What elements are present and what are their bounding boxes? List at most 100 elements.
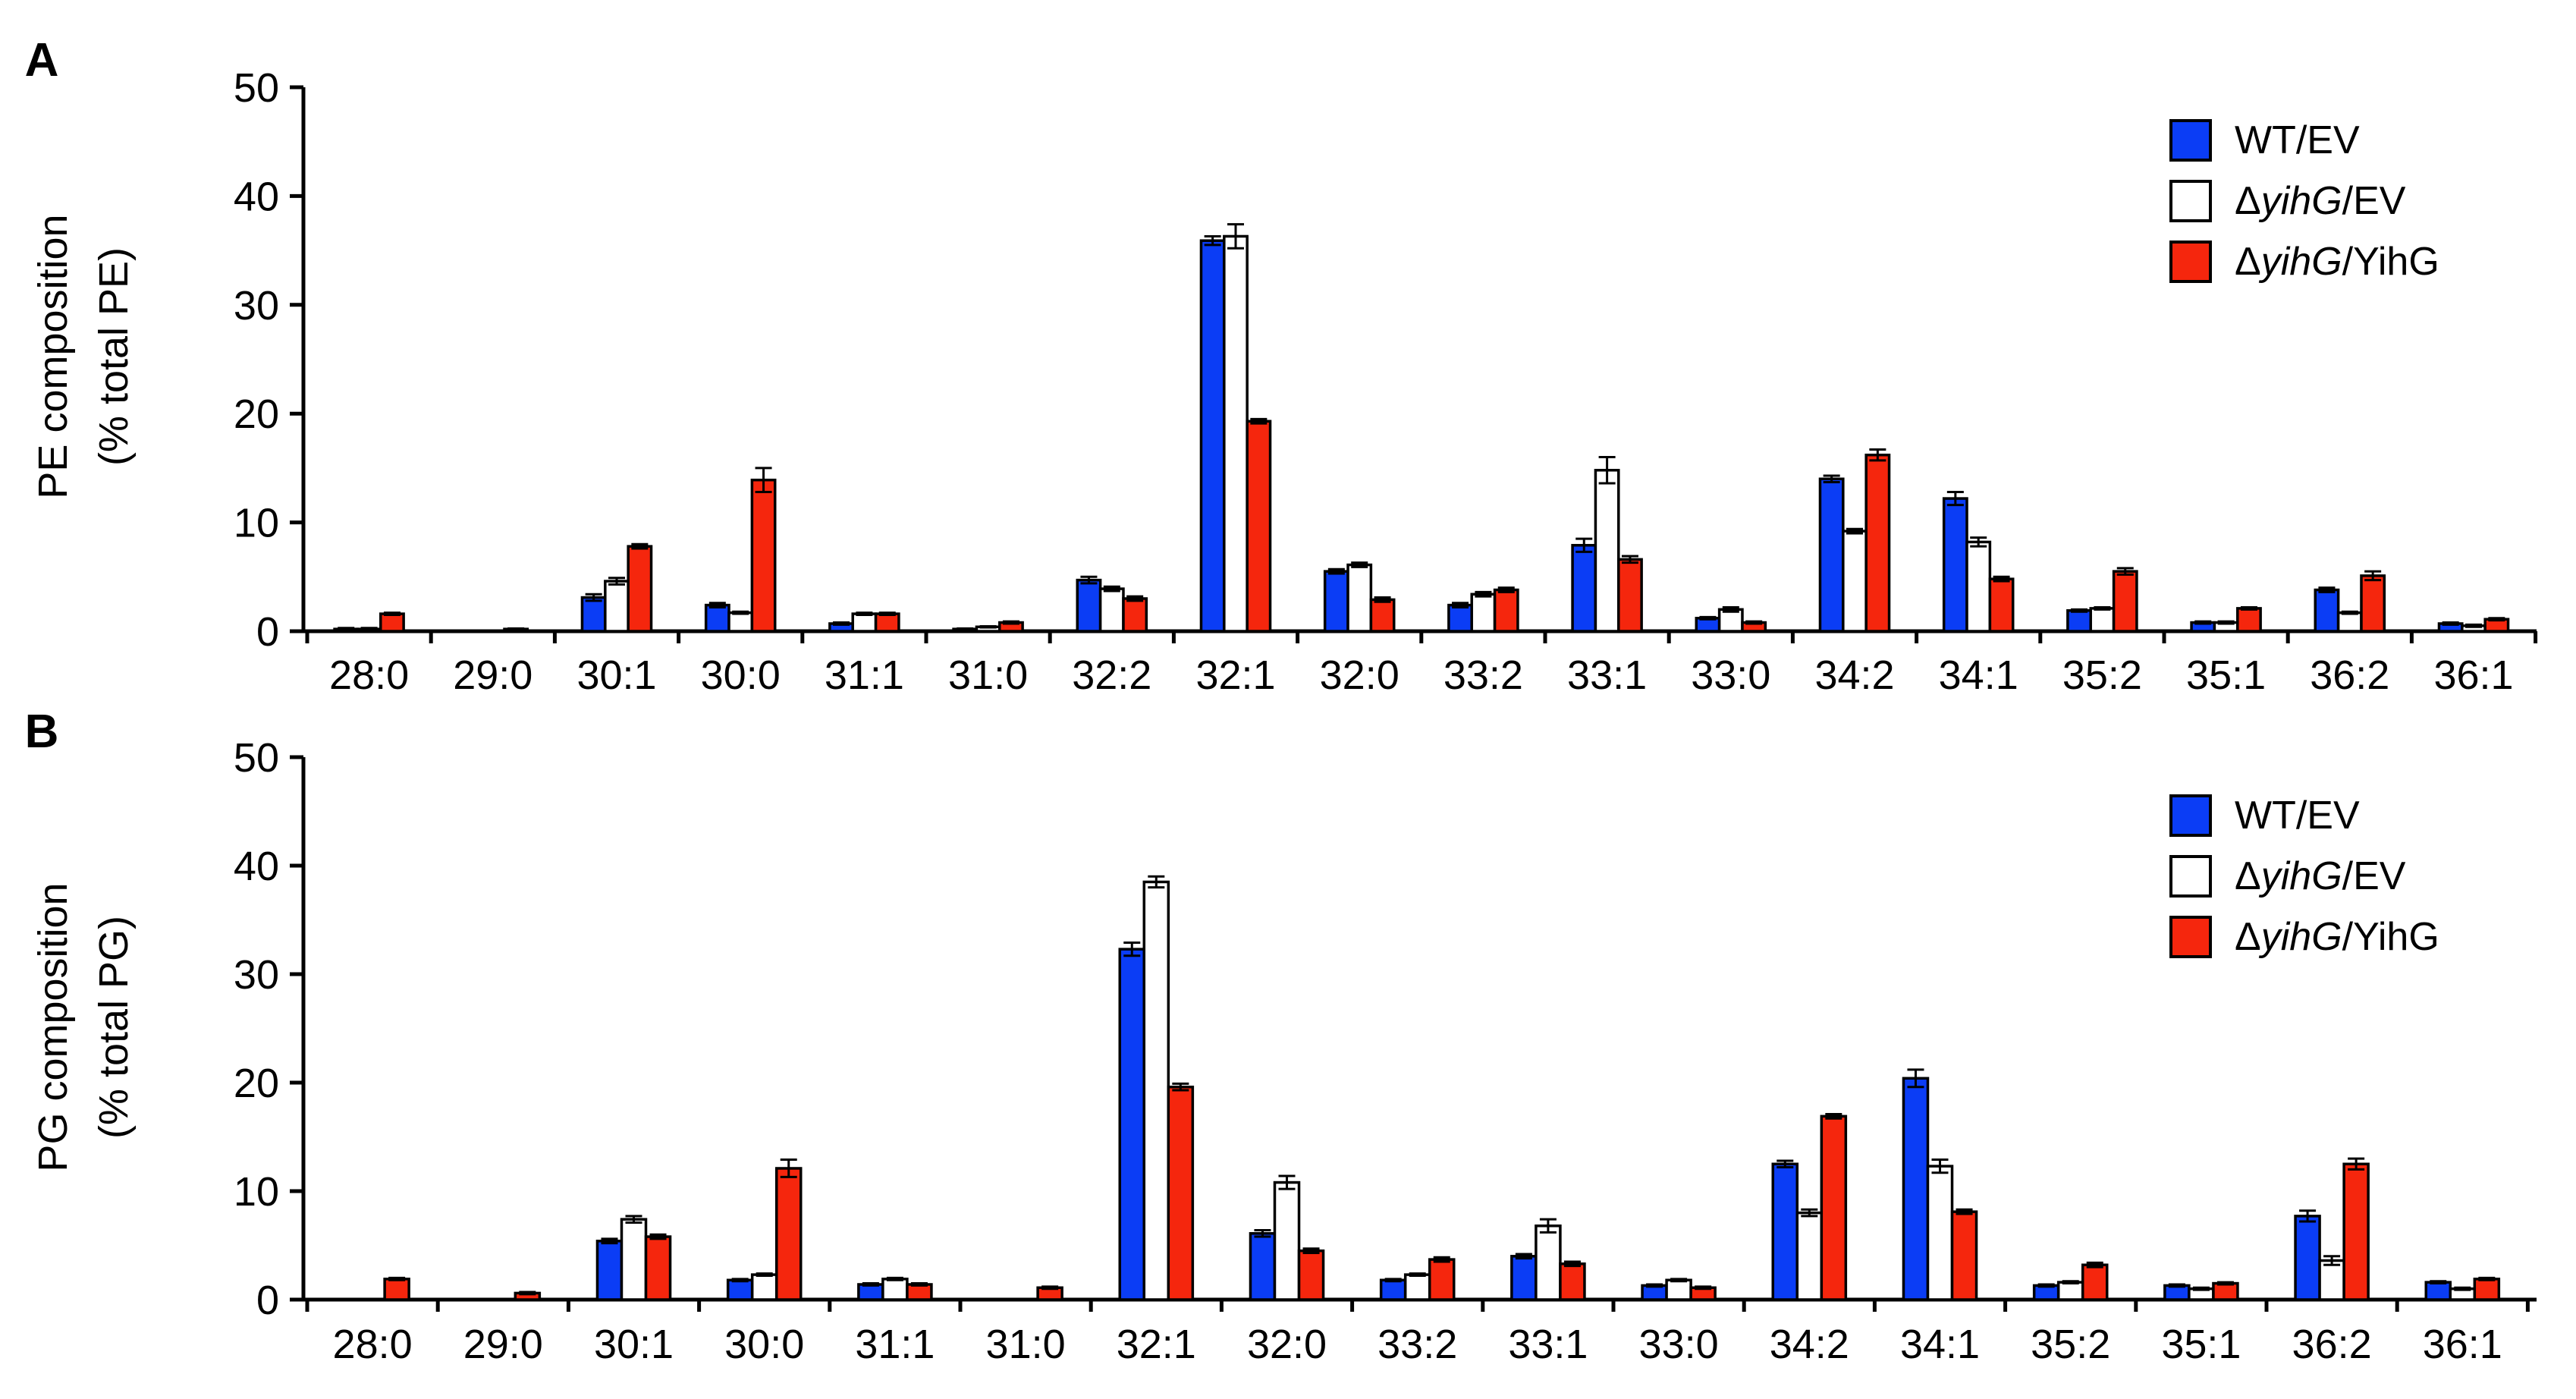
- legend-label-suffix: WT/EV: [2235, 118, 2360, 162]
- x-tick-label: 28:0: [329, 652, 409, 698]
- bar-wtev: [726, 1278, 754, 1301]
- bar-wtev: [1379, 1278, 1407, 1301]
- bar-yihgyihg: [1820, 1114, 1848, 1301]
- bar-yihgyihg: [874, 612, 900, 633]
- bar-yihgev: [851, 612, 878, 633]
- bar-yihgev: [1403, 1273, 1431, 1301]
- x-tick-label: 32:1: [1117, 1322, 1196, 1367]
- x-tick-label: 32:1: [1195, 652, 1275, 698]
- bar-yihgyihg: [1950, 1210, 1978, 1301]
- bar-wtev: [857, 1283, 884, 1301]
- x-tick-label: 32:0: [1320, 652, 1400, 698]
- legend-label-italic: yihG: [2260, 915, 2342, 959]
- bar-yihgyihg: [1297, 1249, 1325, 1301]
- y-tick-label: 20: [234, 1061, 279, 1106]
- legend-label: WT/EV: [2235, 118, 2360, 163]
- bar-yihgyihg: [379, 612, 405, 633]
- legend-label: WT/EV: [2235, 793, 2360, 838]
- y-axis-label: PG composition: [30, 882, 76, 1171]
- bar-wtev: [1249, 1232, 1277, 1301]
- bar-yihgev: [604, 580, 630, 633]
- bar-yihgyihg: [2112, 570, 2138, 633]
- bar-yihgev: [2336, 611, 2363, 633]
- x-tick-label: 35:1: [2186, 652, 2266, 698]
- bar-yihgev: [1965, 540, 1992, 633]
- bar-wtev: [1771, 1162, 1799, 1301]
- legend-label-suffix: /EV: [2342, 854, 2406, 898]
- legend-item: WT/EV: [2169, 791, 2360, 841]
- bar-yihgev: [2089, 607, 2116, 633]
- y-axis-label: PE composition: [30, 214, 76, 498]
- panel-label: B: [25, 706, 59, 758]
- legend-item: ΔyihG/YihG: [2169, 912, 2439, 962]
- bar-yihgyihg: [383, 1278, 410, 1301]
- x-tick-label: 29:0: [453, 652, 532, 698]
- bar-wtev: [1571, 543, 1597, 633]
- bar-yihgyihg: [1428, 1258, 1456, 1301]
- bar-wtev: [1447, 603, 1473, 633]
- bar-yihgev: [1665, 1278, 1692, 1301]
- legend-label: ΔyihG/EV: [2235, 178, 2405, 224]
- y-tick-label: 40: [234, 844, 279, 889]
- bar-yihgev: [727, 611, 754, 633]
- legend-label-suffix: WT/EV: [2235, 794, 2360, 838]
- bar-wtev: [2314, 588, 2340, 633]
- x-tick-label: 34:2: [1814, 652, 1894, 698]
- x-tick-label: 36:1: [2433, 652, 2513, 698]
- bar-wtev: [457, 630, 483, 633]
- legend-swatch: [2169, 794, 2212, 837]
- y-tick-label: 50: [234, 735, 279, 781]
- bar-yihgev: [1795, 1211, 1824, 1301]
- bar-yihgyihg: [1617, 558, 1643, 633]
- bar-yihgyihg: [750, 478, 777, 633]
- legend-label-italic: yihG: [2260, 179, 2342, 223]
- bar-yihgyihg: [1864, 453, 1891, 633]
- panel-label: A: [25, 34, 59, 86]
- x-tick-label: 36:2: [2310, 652, 2389, 698]
- bar-yihgev: [620, 1218, 648, 1301]
- bar-wtev: [2066, 609, 2092, 633]
- bar-wtev: [2294, 1215, 2321, 1301]
- bar-wtev: [1199, 239, 1226, 633]
- bar-yihgev: [1535, 1225, 1562, 1301]
- bar-wtev: [1076, 578, 1102, 633]
- y-tick-label: 10: [234, 1169, 279, 1215]
- bar-yihgyihg: [2473, 1278, 2501, 1301]
- bar-wtev: [704, 603, 730, 633]
- legend-label-italic: yihG: [2260, 240, 2342, 284]
- legend-swatch: [2169, 180, 2212, 222]
- legend-swatch: [2169, 916, 2212, 958]
- bar-yihgev: [1926, 1165, 1954, 1301]
- x-tick-label: 30:0: [724, 1322, 804, 1367]
- bar-yihgev: [1594, 469, 1620, 633]
- x-tick-label: 33:2: [1444, 652, 1523, 698]
- y-tick-label: 30: [234, 952, 279, 998]
- bar-wtev: [1118, 948, 1146, 1301]
- x-tick-label: 28:0: [333, 1322, 413, 1367]
- x-tick-label: 35:2: [2031, 1322, 2110, 1367]
- bar-wtev: [1942, 497, 1968, 633]
- bar-yihgyihg: [1167, 1085, 1195, 1301]
- y-tick-label: 0: [256, 1278, 279, 1323]
- x-tick-label: 32:2: [1072, 652, 1151, 698]
- legend-item: ΔyihG/YihG: [2169, 237, 2439, 287]
- bar-wtev: [2424, 1281, 2452, 1301]
- legend-label: ΔyihG/EV: [2235, 854, 2405, 899]
- bar-wtev: [580, 596, 607, 633]
- x-tick-label: 35:2: [2062, 652, 2142, 698]
- bar-yihgyihg: [2081, 1263, 2109, 1301]
- bar-yihgev: [2056, 1281, 2084, 1301]
- bar-yihgev: [479, 630, 506, 633]
- bar-wtev: [1902, 1077, 1930, 1301]
- legend-swatch: [2169, 241, 2212, 283]
- bar-yihgyihg: [1493, 588, 1519, 633]
- legend-item: WT/EV: [2169, 115, 2360, 165]
- bar-yihgyihg: [1559, 1262, 1586, 1301]
- bar-yihgev: [1223, 234, 1249, 633]
- x-tick-label: 31:1: [825, 652, 904, 698]
- x-tick-label: 33:2: [1378, 1322, 1457, 1367]
- bar-yihgev: [1098, 587, 1125, 633]
- bar-yihgyihg: [1246, 420, 1272, 633]
- legend-swatch: [2169, 855, 2212, 898]
